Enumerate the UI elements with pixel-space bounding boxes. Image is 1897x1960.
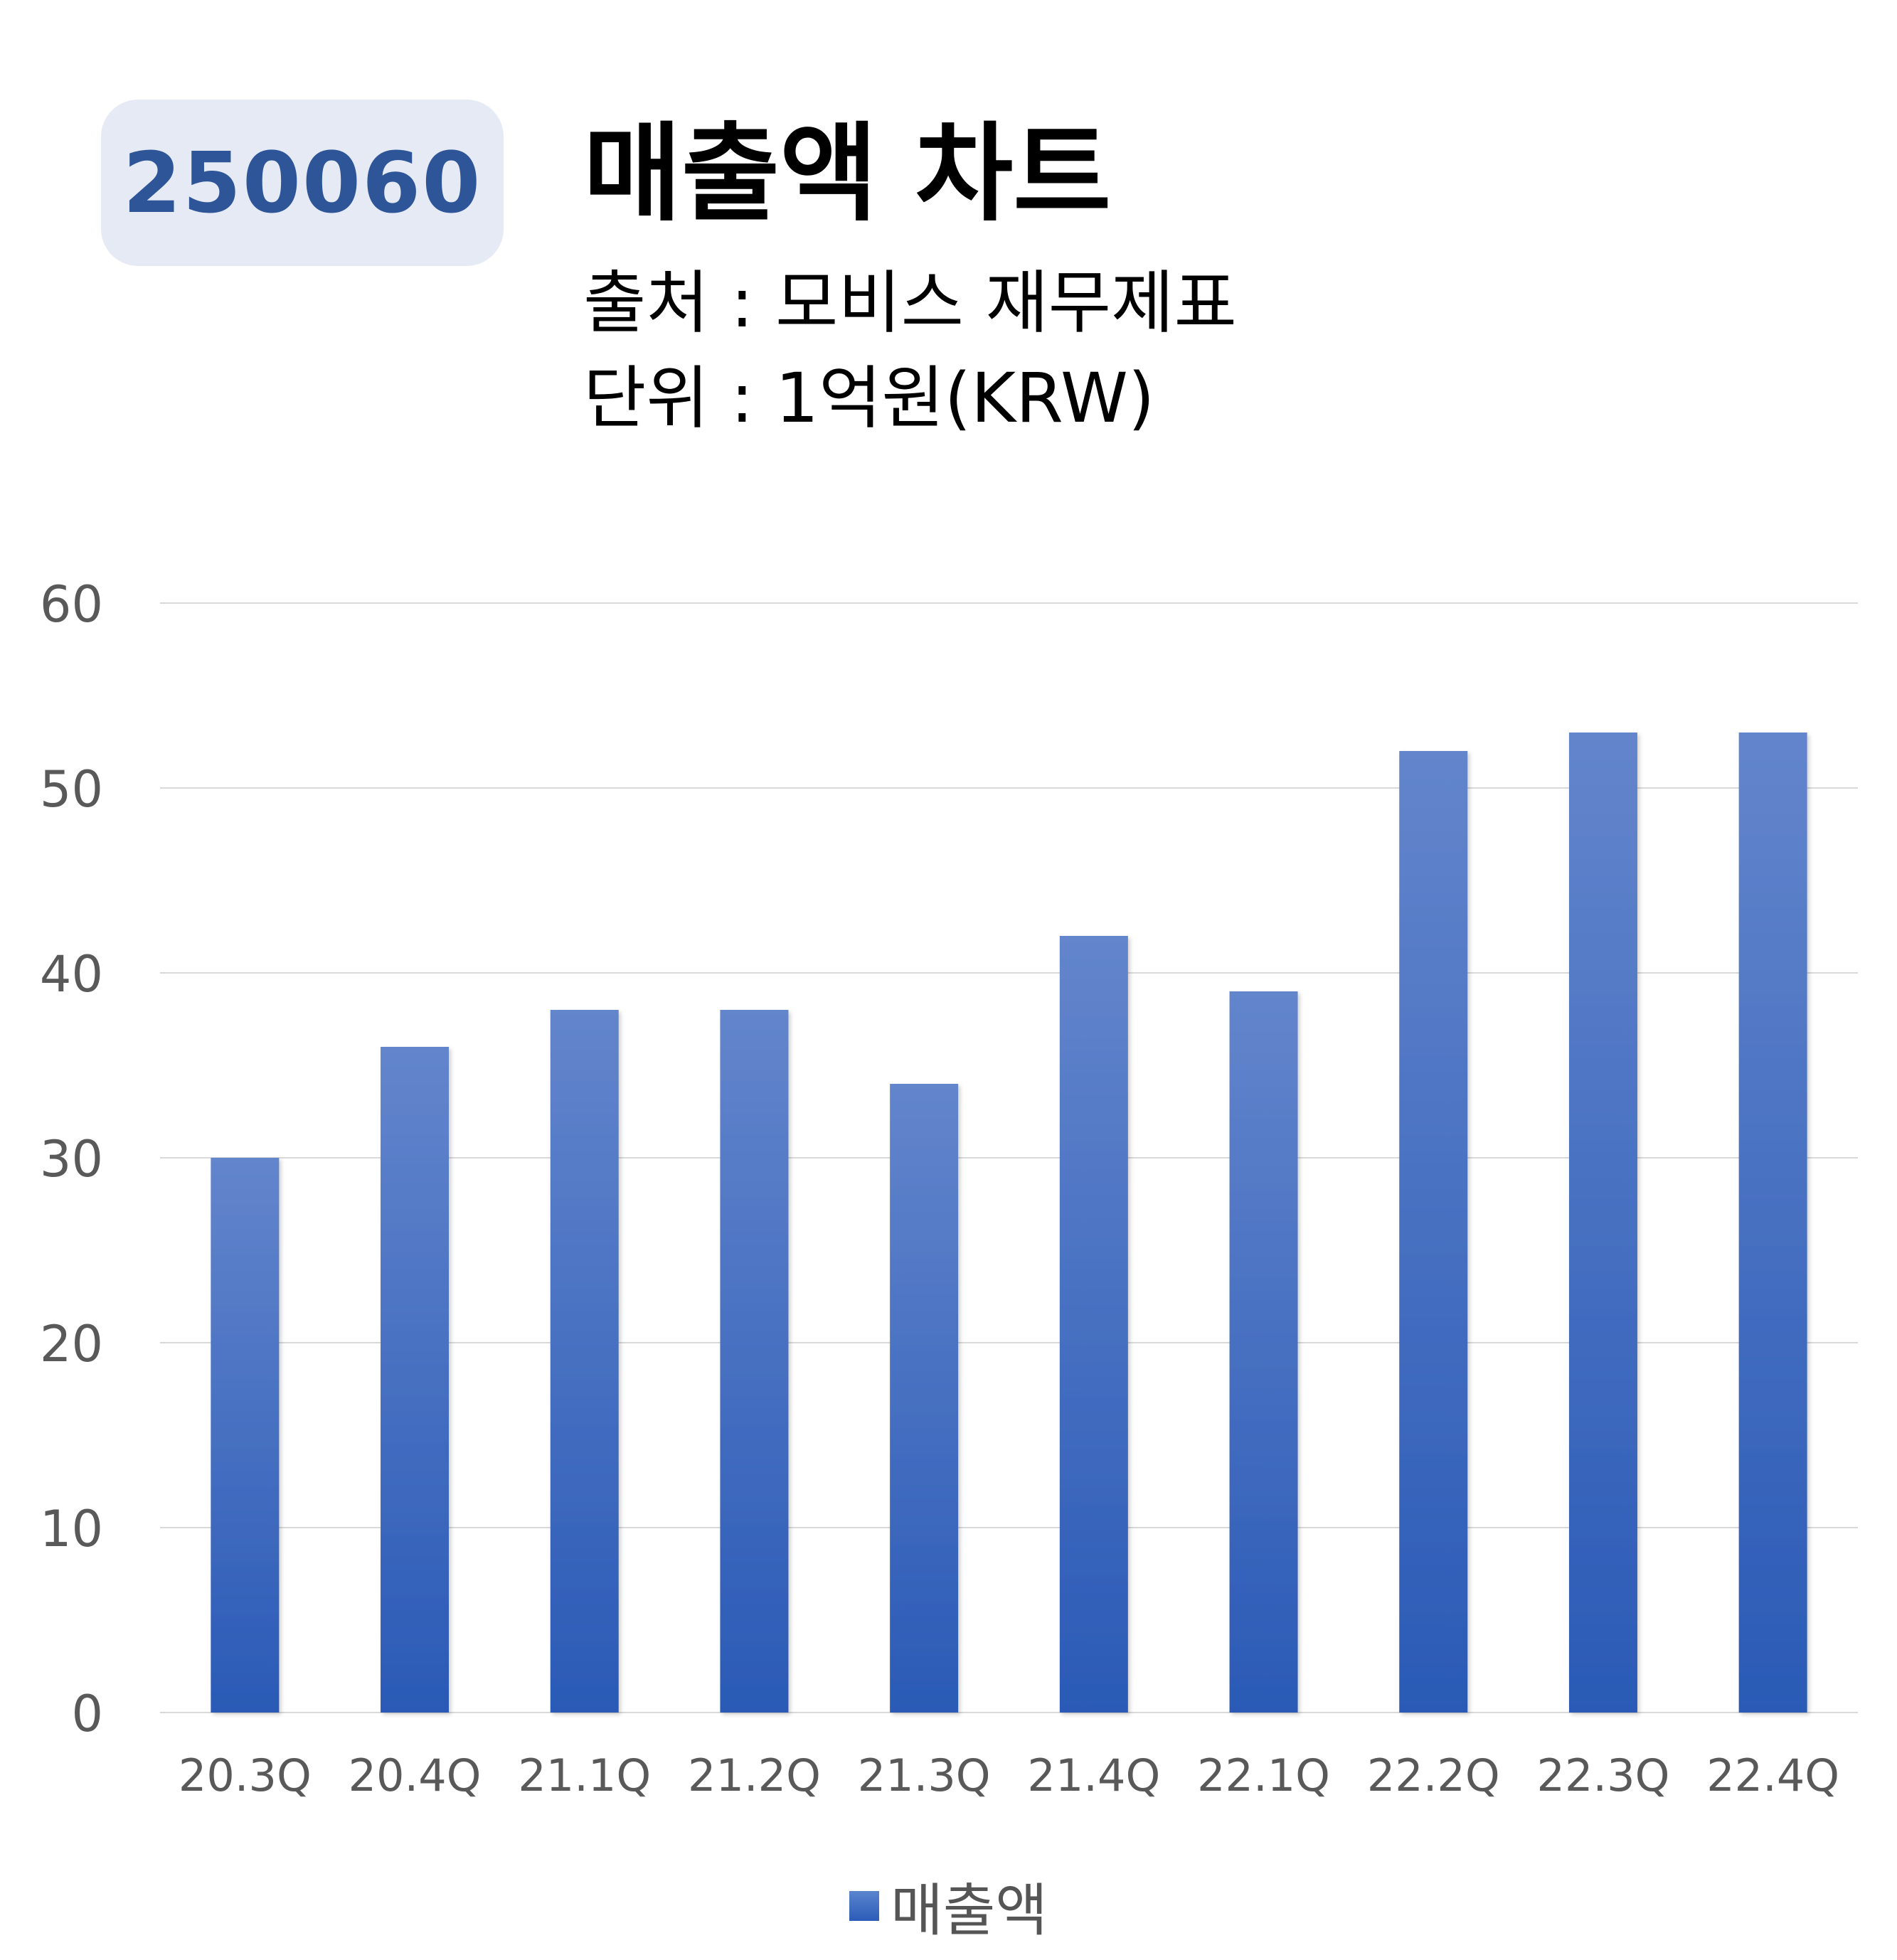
x-axis-ticks: 20.3Q 20.4Q 21.1Q 21.2Q 21.3Q 21.4Q 22.1Q 22.2Q… <box>179 1749 1839 1801</box>
bar-22.4Q <box>1738 733 1807 1713</box>
x-tick-label: 22.1Q <box>1197 1749 1330 1801</box>
bar-20.4Q <box>381 1047 450 1713</box>
y-tick-label: 0 <box>71 1685 103 1743</box>
y-tick-label: 40 <box>40 945 103 1003</box>
y-tick-label: 60 <box>40 575 103 634</box>
legend-swatch <box>849 1891 880 1921</box>
x-tick-label: 22.3Q <box>1537 1749 1670 1801</box>
x-tick-label: 21.3Q <box>858 1749 991 1801</box>
y-tick-label: 30 <box>40 1130 103 1188</box>
chart-title: 매출액 차트 <box>583 112 1112 236</box>
unit-line: 단위 : 1억원(KRW) <box>583 358 1155 438</box>
stock-code-badge: 250060 <box>101 100 504 266</box>
x-tick-label: 21.4Q <box>1027 1749 1160 1801</box>
legend: 매출액 <box>0 1865 1897 1947</box>
y-tick-label: 50 <box>40 760 103 819</box>
legend-label: 매출액 <box>891 1878 1048 1944</box>
y-tick-label: 20 <box>40 1315 103 1373</box>
bar-21.4Q <box>1059 936 1128 1713</box>
bar-22.3Q <box>1568 733 1637 1713</box>
x-tick-label: 22.4Q <box>1706 1749 1839 1801</box>
y-tick-label: 10 <box>40 1500 103 1558</box>
bar-22.2Q <box>1399 751 1468 1713</box>
bar-20.3Q <box>211 1158 280 1713</box>
bar-21.3Q <box>890 1084 959 1713</box>
stock-code: 250060 <box>122 134 482 232</box>
x-tick-label: 22.2Q <box>1367 1749 1500 1801</box>
x-tick-label: 21.2Q <box>688 1749 821 1801</box>
source-line: 출처 : 모비스 재무제표 <box>583 263 1237 343</box>
bar-21.1Q <box>550 1010 619 1713</box>
x-tick-label: 20.4Q <box>349 1749 482 1801</box>
bar-22.1Q <box>1229 991 1298 1713</box>
bar-21.2Q <box>720 1010 789 1713</box>
y-axis-ticks: 0 10 20 30 40 50 60 <box>40 575 103 1743</box>
bars <box>211 733 1807 1713</box>
x-tick-label: 20.3Q <box>179 1749 312 1801</box>
x-tick-label: 21.1Q <box>518 1749 651 1801</box>
